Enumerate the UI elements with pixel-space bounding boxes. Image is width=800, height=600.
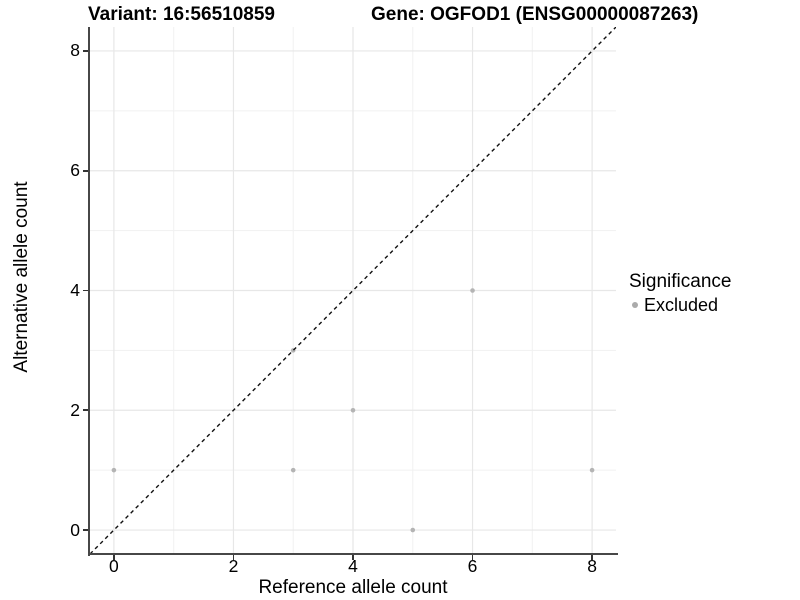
y-tick-mark [83, 289, 88, 292]
legend-item: Excluded [629, 295, 731, 315]
plot-panel [90, 27, 616, 554]
x-tick-label: 0 [109, 556, 119, 576]
x-tick-mark [113, 555, 115, 560]
data-point [290, 467, 296, 473]
variant-title: Variant: 16:56510859 [88, 4, 275, 25]
y-axis-line [88, 27, 90, 556]
x-tick-label: 2 [228, 556, 239, 576]
data-point [350, 407, 356, 413]
legend-title: Significance [629, 271, 732, 292]
y-tick-label: 6 [70, 160, 80, 181]
identity-line [90, 27, 616, 554]
data-point [589, 467, 595, 473]
x-axis-line [88, 553, 618, 555]
x-tick-mark [471, 555, 474, 560]
y-tick-label: 8 [70, 40, 80, 61]
legend-items: Excluded [629, 295, 731, 315]
data-point [470, 288, 475, 293]
legend-key-dot-icon [632, 302, 638, 308]
y-tick-label: 4 [70, 280, 80, 300]
legend: Significance Excluded [629, 271, 731, 315]
x-tick-label: 4 [348, 556, 358, 576]
scatter-plot-canvas [90, 27, 616, 554]
y-tick-label: 0 [70, 519, 80, 540]
gene-title: Gene: OGFOD1 (ENSG00000087263) [371, 4, 699, 25]
x-tick-mark [591, 555, 593, 560]
x-tick-label: 8 [587, 556, 597, 576]
x-tick-label: 6 [467, 556, 478, 576]
x-tick-mark [352, 555, 354, 560]
y-tick-mark [83, 50, 88, 52]
x-axis-label: Reference allele count [258, 577, 448, 598]
y-tick-mark [83, 169, 88, 172]
data-point [410, 527, 416, 533]
y-tick-label: 2 [70, 399, 80, 420]
x-tick-mark [232, 555, 235, 560]
y-tick-mark [83, 409, 88, 412]
legend-item-label: Excluded [644, 295, 719, 315]
data-point [111, 467, 117, 473]
y-axis-label: Alternative allele count [11, 181, 32, 373]
y-tick-mark [83, 529, 88, 531]
